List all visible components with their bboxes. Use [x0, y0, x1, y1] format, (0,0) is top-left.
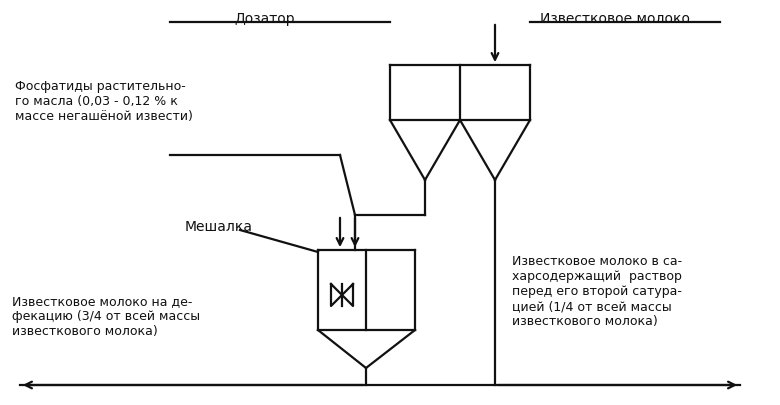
Text: Известковое молоко в са-
харсодержащий  раствор
перед его второй сатура-
цией (1: Известковое молоко в са- харсодержащий р… [512, 255, 682, 328]
Text: Мешалка: Мешалка [185, 220, 253, 234]
Text: Известковое молоко на де-
фекацию (3/4 от всей массы
известкового молока): Известковое молоко на де- фекацию (3/4 о… [12, 295, 200, 338]
Text: Известковое молоко: Известковое молоко [540, 12, 690, 26]
Text: Дозатор: Дозатор [235, 12, 296, 26]
Text: Фосфатиды растительно-
го масла (0,03 - 0,12 % к
массе негашёной извести): Фосфатиды растительно- го масла (0,03 - … [15, 80, 193, 123]
